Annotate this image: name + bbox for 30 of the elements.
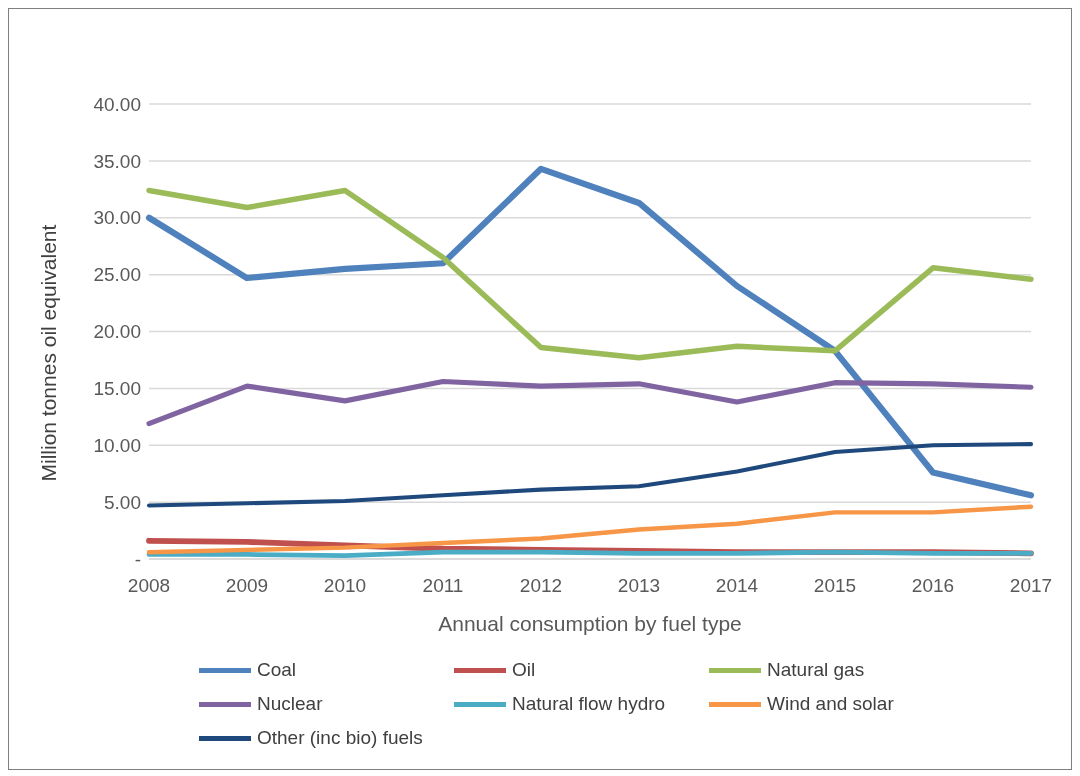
x-tick-label: 2008 [127,575,171,597]
legend-label: Natural flow hydro [512,693,666,715]
y-tick-label: 35.00 [93,150,141,172]
x-tick-label: 2015 [813,575,857,597]
x-tick-label: 2012 [519,575,563,597]
y-tick-label: 15.00 [93,378,141,400]
legend-label: Coal [257,659,297,681]
legend-label: Nuclear [257,693,323,715]
y-tick-label: 5.00 [104,491,141,513]
y-tick-label: 40.00 [93,93,141,115]
legend-label: Oil [512,659,536,681]
line-series [146,504,1034,555]
y-tick-label: 30.00 [93,207,141,229]
legend-label: Wind and solar [767,693,894,715]
y-axis-title: Million tonnes oil equivalent [37,224,61,482]
line-series [146,442,1034,508]
y-tick-label: - [134,548,141,570]
x-tick-label: 2013 [617,575,661,597]
y-tick-label: 25.00 [93,264,141,286]
x-tick-label: 2017 [1009,575,1053,597]
x-tick-label: 2010 [323,575,367,597]
x-tick-label: 2009 [225,575,269,597]
y-tick-label: 10.00 [93,434,141,456]
x-tick-label: 2014 [715,575,759,597]
legend-label: Other (inc bio) fuels [257,727,423,749]
legend-label: Natural gas [767,659,865,681]
y-tick-label: 20.00 [93,321,141,343]
x-tick-label: 2016 [911,575,955,597]
x-tick-label: 2011 [422,575,464,597]
x-axis-title: Annual consumption by fuel type [438,612,742,635]
